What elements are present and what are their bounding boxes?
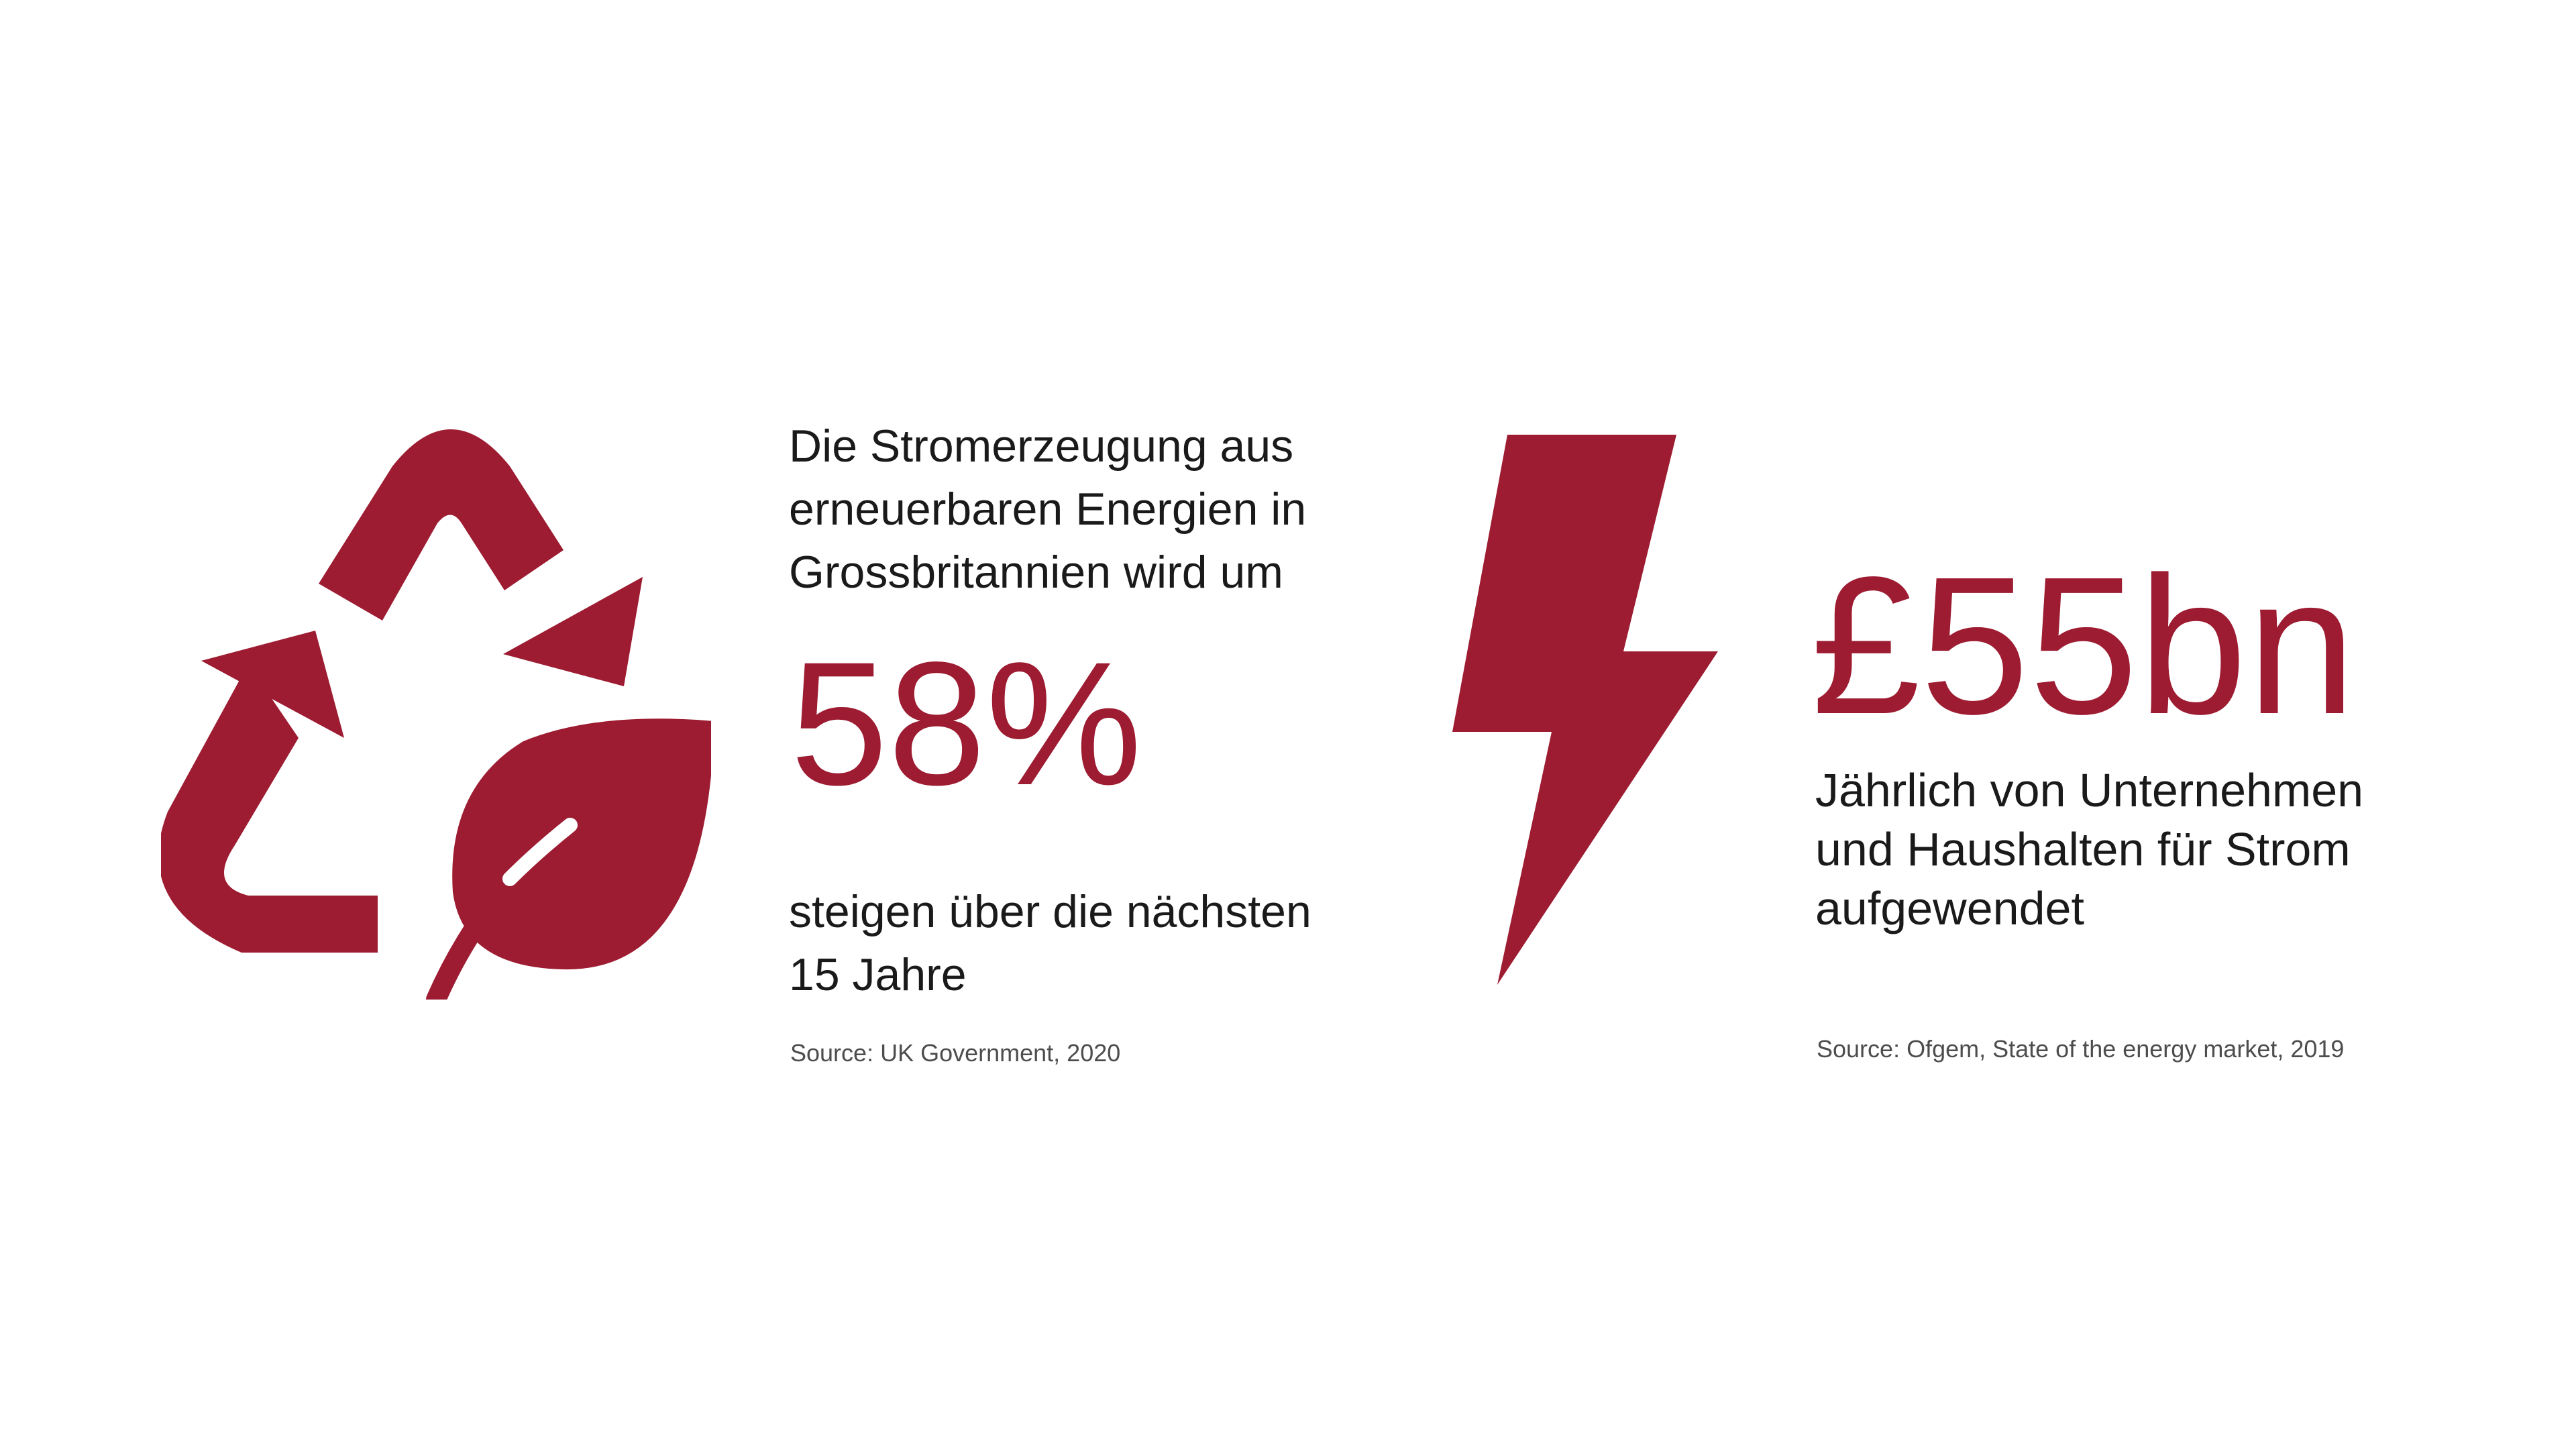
recycle-leaf-icon <box>161 423 711 1000</box>
left-intro-line: erneuerbaren Energien in <box>789 484 1307 535</box>
right-description-line: aufgewendet <box>1815 882 2084 934</box>
right-description-line: Jährlich von Unternehmen <box>1815 764 2364 816</box>
right-stat-value: £55bn <box>1811 536 2356 755</box>
left-intro-text: Die Stromerzeugung aus erneuerbaren Ener… <box>789 415 1393 604</box>
left-stat-value: 58% <box>790 625 1142 822</box>
left-outro-line: steigen über die nächsten <box>789 886 1311 937</box>
left-outro-text: steigen über die nächsten 15 Jahre <box>789 880 1393 1006</box>
right-description: Jährlich von Unternehmen und Haushalten … <box>1815 761 2486 938</box>
left-intro-line: Grossbritannien wird um <box>789 547 1283 598</box>
left-source: Source: UK Government, 2020 <box>790 1039 1121 1067</box>
right-description-line: und Haushalten für Strom <box>1815 823 2351 875</box>
left-intro-line: Die Stromerzeugung aus <box>789 421 1294 472</box>
lightning-bolt-icon <box>1452 435 1721 985</box>
right-source: Source: Ofgem, State of the energy marke… <box>1817 1035 2345 1063</box>
left-outro-line: 15 Jahre <box>789 949 967 1000</box>
